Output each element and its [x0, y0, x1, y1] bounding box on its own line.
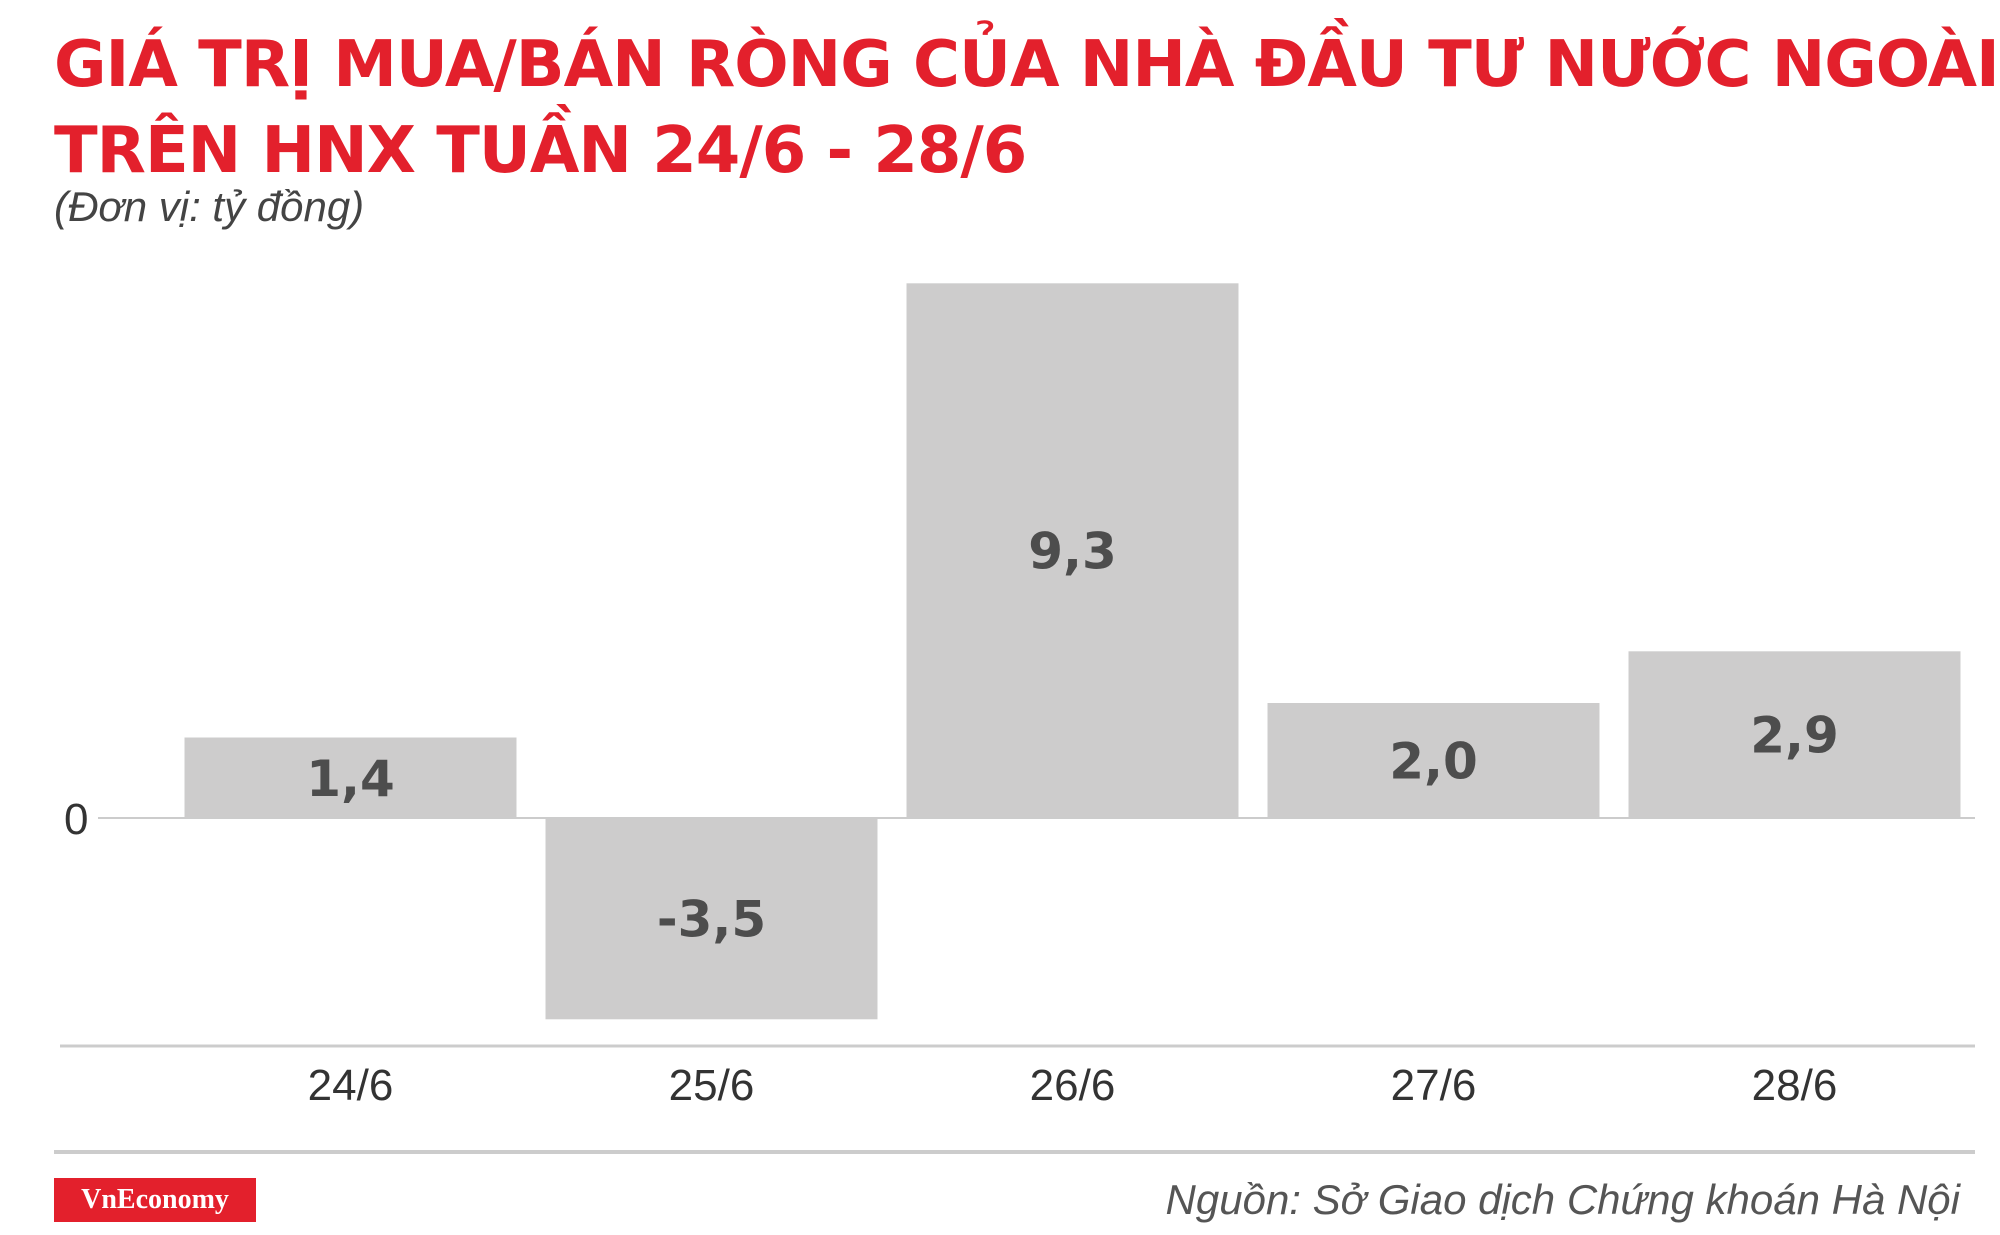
unit-note: (Đơn vị: tỷ đồng) [54, 183, 365, 230]
y-tick-label-0: 0 [64, 795, 88, 844]
value-label-24-6: 1,4 [306, 750, 395, 808]
value-label-28-6: 2,9 [1750, 707, 1839, 765]
x-tick-label-27-6: 27/6 [1391, 1061, 1477, 1110]
x-tick-label-24-6: 24/6 [308, 1061, 394, 1110]
chart-title: GIÁ TRỊ MUA/BÁN RÒNG CỦA NHÀ ĐẦU TƯ NƯỚC… [54, 22, 2000, 194]
bar-25-6 [545, 818, 878, 1020]
chart-title-line-1: GIÁ TRỊ MUA/BÁN RÒNG CỦA NHÀ ĐẦU TƯ NƯỚC… [54, 28, 2000, 102]
source-note: Nguồn: Sở Giao dịch Chứng khoán Hà Nội [1165, 1176, 1960, 1223]
bars-layer [184, 283, 1961, 1020]
x-tick-label-26-6: 26/6 [1030, 1061, 1116, 1110]
x-tick-label-28-6: 28/6 [1752, 1061, 1838, 1110]
bar-27-6 [1267, 703, 1600, 818]
value-label-26-6: 9,3 [1028, 523, 1117, 581]
value-label-27-6: 2,0 [1389, 733, 1478, 791]
bar-28-6 [1628, 651, 1961, 819]
chart-title-line-2: TRÊN HNX TUẦN 24/6 - 28/6 [54, 114, 1027, 188]
vneconomy-logo: VnEconomy [54, 1178, 256, 1222]
axis-layer: 24/6 25/6 26/6 27/6 28/6 0 [54, 795, 1975, 1154]
bar-26-6 [906, 283, 1239, 819]
value-labels-layer: 1,4 -3,5 9,3 2,0 2,9 [306, 523, 1839, 949]
bar-24-6 [184, 737, 517, 818]
x-tick-label-25-6: 25/6 [669, 1061, 755, 1110]
value-label-25-6: -3,5 [657, 891, 766, 949]
